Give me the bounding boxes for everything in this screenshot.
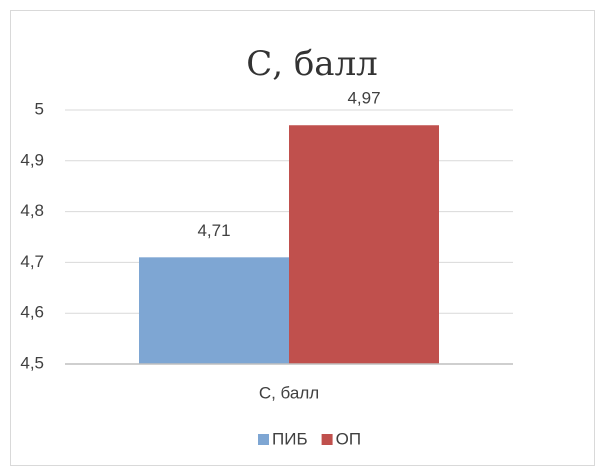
- y-tick-label: 4,9: [20, 150, 44, 169]
- data-label: 4,97: [347, 89, 380, 108]
- y-tick-label: 4,7: [20, 252, 44, 271]
- x-tick-label: С, балл: [259, 383, 319, 402]
- y-tick-label: 5: [35, 99, 44, 118]
- legend-swatch: [321, 434, 333, 445]
- bar: [289, 125, 439, 365]
- y-tick-label: 4,8: [20, 201, 44, 220]
- legend-label: ПИБ: [272, 429, 308, 448]
- y-tick-label: 4,6: [20, 303, 44, 322]
- legend-label: ОП: [336, 429, 361, 448]
- chart-title: С, балл: [246, 44, 378, 84]
- legend-swatch: [258, 434, 269, 445]
- bar: [139, 257, 289, 364]
- data-label: 4,71: [197, 221, 230, 240]
- y-tick-label: 4,5: [20, 353, 44, 372]
